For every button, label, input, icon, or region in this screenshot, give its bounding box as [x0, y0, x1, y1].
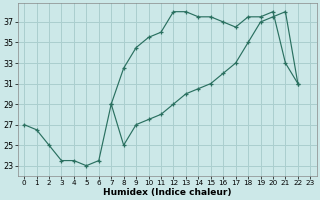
- X-axis label: Humidex (Indice chaleur): Humidex (Indice chaleur): [103, 188, 231, 197]
